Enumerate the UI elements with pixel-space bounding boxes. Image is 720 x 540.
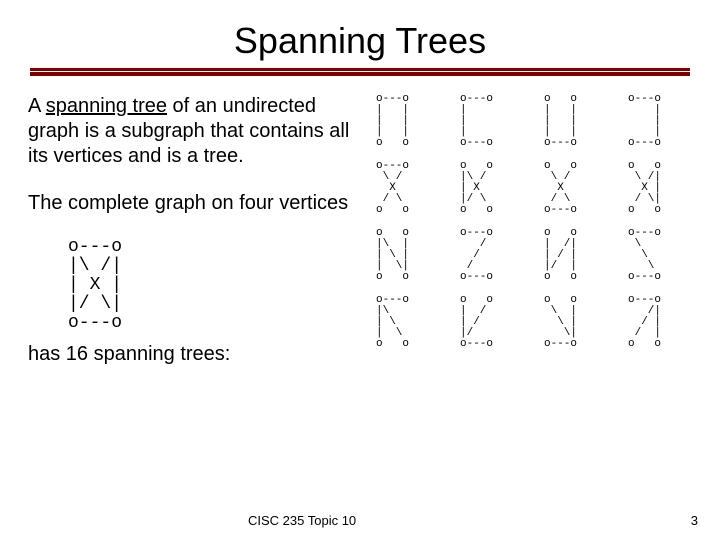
tree-cell: o o | / | / |/ o---o <box>460 295 524 350</box>
title-rule <box>30 68 690 76</box>
def-pre: A <box>28 95 46 117</box>
k4-intro: The complete graph on four vertices <box>28 191 368 216</box>
tree-cell: o o | | | | | | o---o <box>544 94 608 149</box>
tree-cell: o---o | | | | | | o o <box>376 94 440 149</box>
k4-ascii-graph: o---o |\ /| | X | |/ \| o---o <box>68 238 368 332</box>
slide-number: 3 <box>691 513 698 528</box>
tree-cell: o o \ | \ | \| o---o <box>544 295 608 350</box>
def-term: spanning tree <box>46 95 167 117</box>
page-title: Spanning Trees <box>0 0 720 68</box>
tree-cell: o---o | | | o---o <box>628 94 692 149</box>
tree-cell: o---o | | | o---o <box>460 94 524 149</box>
tree-cell: o o |\ | | \ | | \| o o <box>376 228 440 283</box>
left-column: A spanning tree of an undirected graph i… <box>28 94 368 367</box>
tree-cell: o---o \ \ \ o---o <box>628 228 692 283</box>
tree-cell: o o \ /| X | / \| o o <box>628 161 692 216</box>
spanning-tree-grid: o---o | | | | | | o o o---o | | | o---o … <box>376 94 692 350</box>
course-label: CISC 235 Topic 10 <box>248 513 356 528</box>
tree-cell: o---o |\ | \ | \ o o <box>376 295 440 350</box>
definition-paragraph: A spanning tree of an undirected graph i… <box>28 94 368 169</box>
tree-cell: o o |\ / | X |/ \ o o <box>460 161 524 216</box>
tree-cell: o---o /| / | / | o o <box>628 295 692 350</box>
count-line: has 16 spanning trees: <box>28 342 368 367</box>
tree-cell: o o \ / X / \ o---o <box>544 161 608 216</box>
tree-cell: o---o / / / o---o <box>460 228 524 283</box>
right-column: o---o | | | | | | o o o---o | | | o---o … <box>368 94 692 367</box>
tree-cell: o---o \ / X / \ o o <box>376 161 440 216</box>
content-area: A spanning tree of an undirected graph i… <box>0 76 720 367</box>
tree-cell: o o | /| | / | |/ | o o <box>544 228 608 283</box>
